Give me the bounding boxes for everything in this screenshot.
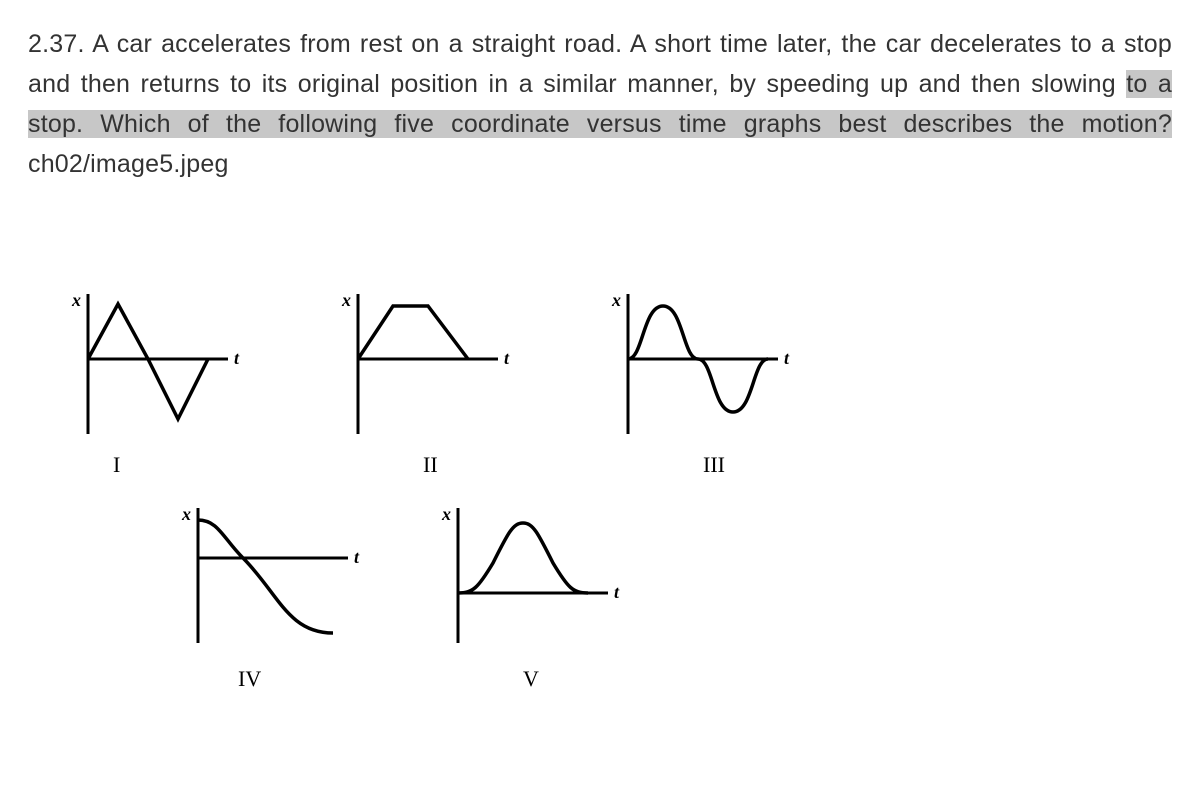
graph-I: xtI <box>48 284 248 478</box>
graph-svg-I: xt <box>48 284 248 444</box>
graphs-area: xtIxtIIxtIII xtIVxtV <box>28 284 1172 692</box>
graph-svg-IV: xt <box>158 498 368 658</box>
graph-IV: xtIV <box>158 498 368 692</box>
graph-svg-III: xt <box>588 284 798 444</box>
graph-label-IV: IV <box>238 666 261 692</box>
graph-II: xtII <box>318 284 518 478</box>
problem-number: 2.37. <box>28 30 85 58</box>
svg-text:x: x <box>341 290 351 310</box>
graph-svg-II: xt <box>318 284 518 444</box>
svg-text:x: x <box>441 504 451 524</box>
problem-body-before: A car accelerates from rest on a straigh… <box>28 30 1172 98</box>
svg-text:t: t <box>614 582 620 602</box>
svg-text:t: t <box>784 348 790 368</box>
problem-body-after: ch02/image5.jpeg <box>28 150 229 178</box>
graph-label-I: I <box>113 452 120 478</box>
graphs-row-1: xtIxtIIxtIII <box>48 284 1172 478</box>
problem-text[interactable]: 2.37. A car accelerates from rest on a s… <box>28 24 1172 184</box>
graph-III: xtIII <box>588 284 798 478</box>
svg-text:t: t <box>354 547 360 567</box>
svg-text:x: x <box>71 290 81 310</box>
graph-label-III: III <box>703 452 725 478</box>
page: 2.37. A car accelerates from rest on a s… <box>0 0 1200 692</box>
svg-text:x: x <box>611 290 621 310</box>
graphs-row-2: xtIVxtV <box>158 498 1172 692</box>
graph-label-V: V <box>523 666 539 692</box>
graph-label-II: II <box>423 452 438 478</box>
svg-text:t: t <box>234 348 240 368</box>
svg-text:x: x <box>181 504 191 524</box>
svg-text:t: t <box>504 348 510 368</box>
graph-svg-V: xt <box>418 498 628 658</box>
graph-V: xtV <box>418 498 628 692</box>
